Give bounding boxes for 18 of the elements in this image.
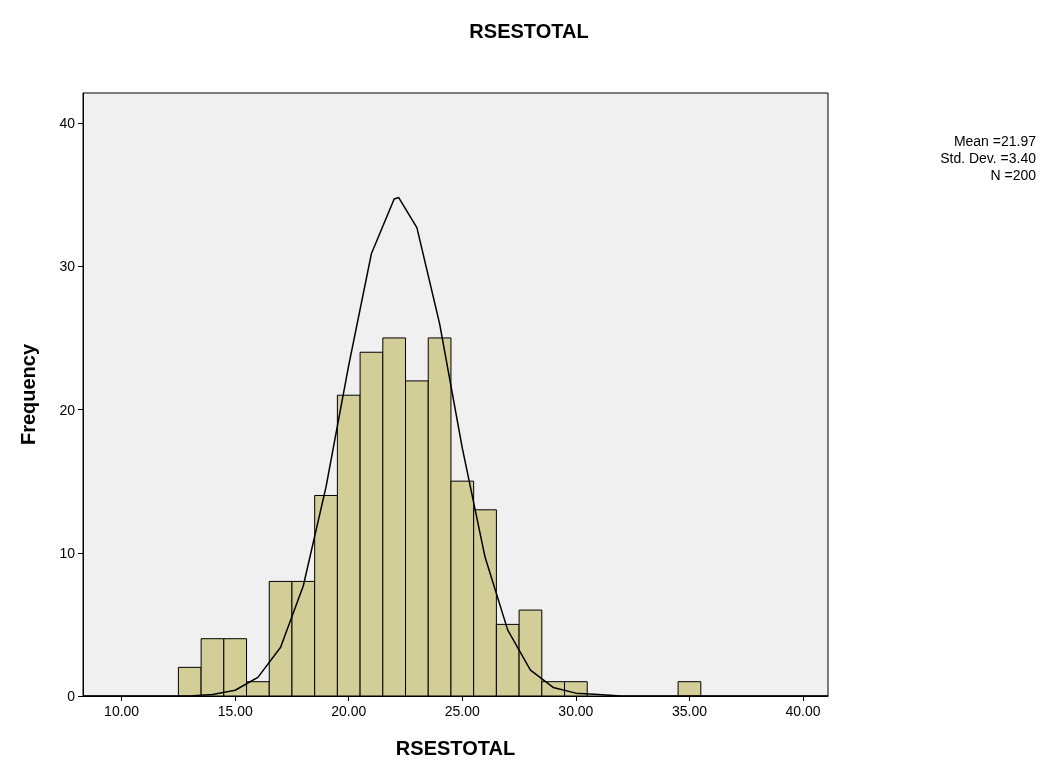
x-tick-label: 30.00 xyxy=(558,703,594,719)
x-axis-title: RSESTOTAL xyxy=(395,737,516,759)
x-tick-label: 20.00 xyxy=(331,703,367,719)
y-axis-title: Frequency xyxy=(17,343,39,446)
chart-title: RSESTOTAL xyxy=(469,20,589,42)
x-tick-label: 40.00 xyxy=(785,703,821,719)
text: N =200 xyxy=(990,167,1037,183)
x-tick-label: 35.00 xyxy=(671,703,708,719)
x-tick-label: 15.00 xyxy=(217,703,253,719)
y-tick-label: 30 xyxy=(59,258,76,275)
y-tick-label: 40 xyxy=(59,115,76,132)
y-tick-label: 0 xyxy=(67,688,76,704)
y-tick-label: 10 xyxy=(59,544,76,561)
x-tick-label: 10.00 xyxy=(104,703,140,719)
text: Std. Dev. =3.40 xyxy=(940,150,1037,166)
x-tick-label: 25.00 xyxy=(444,703,481,719)
y-tick-label: 20 xyxy=(59,401,76,418)
text: Mean =21.97 xyxy=(953,133,1037,149)
